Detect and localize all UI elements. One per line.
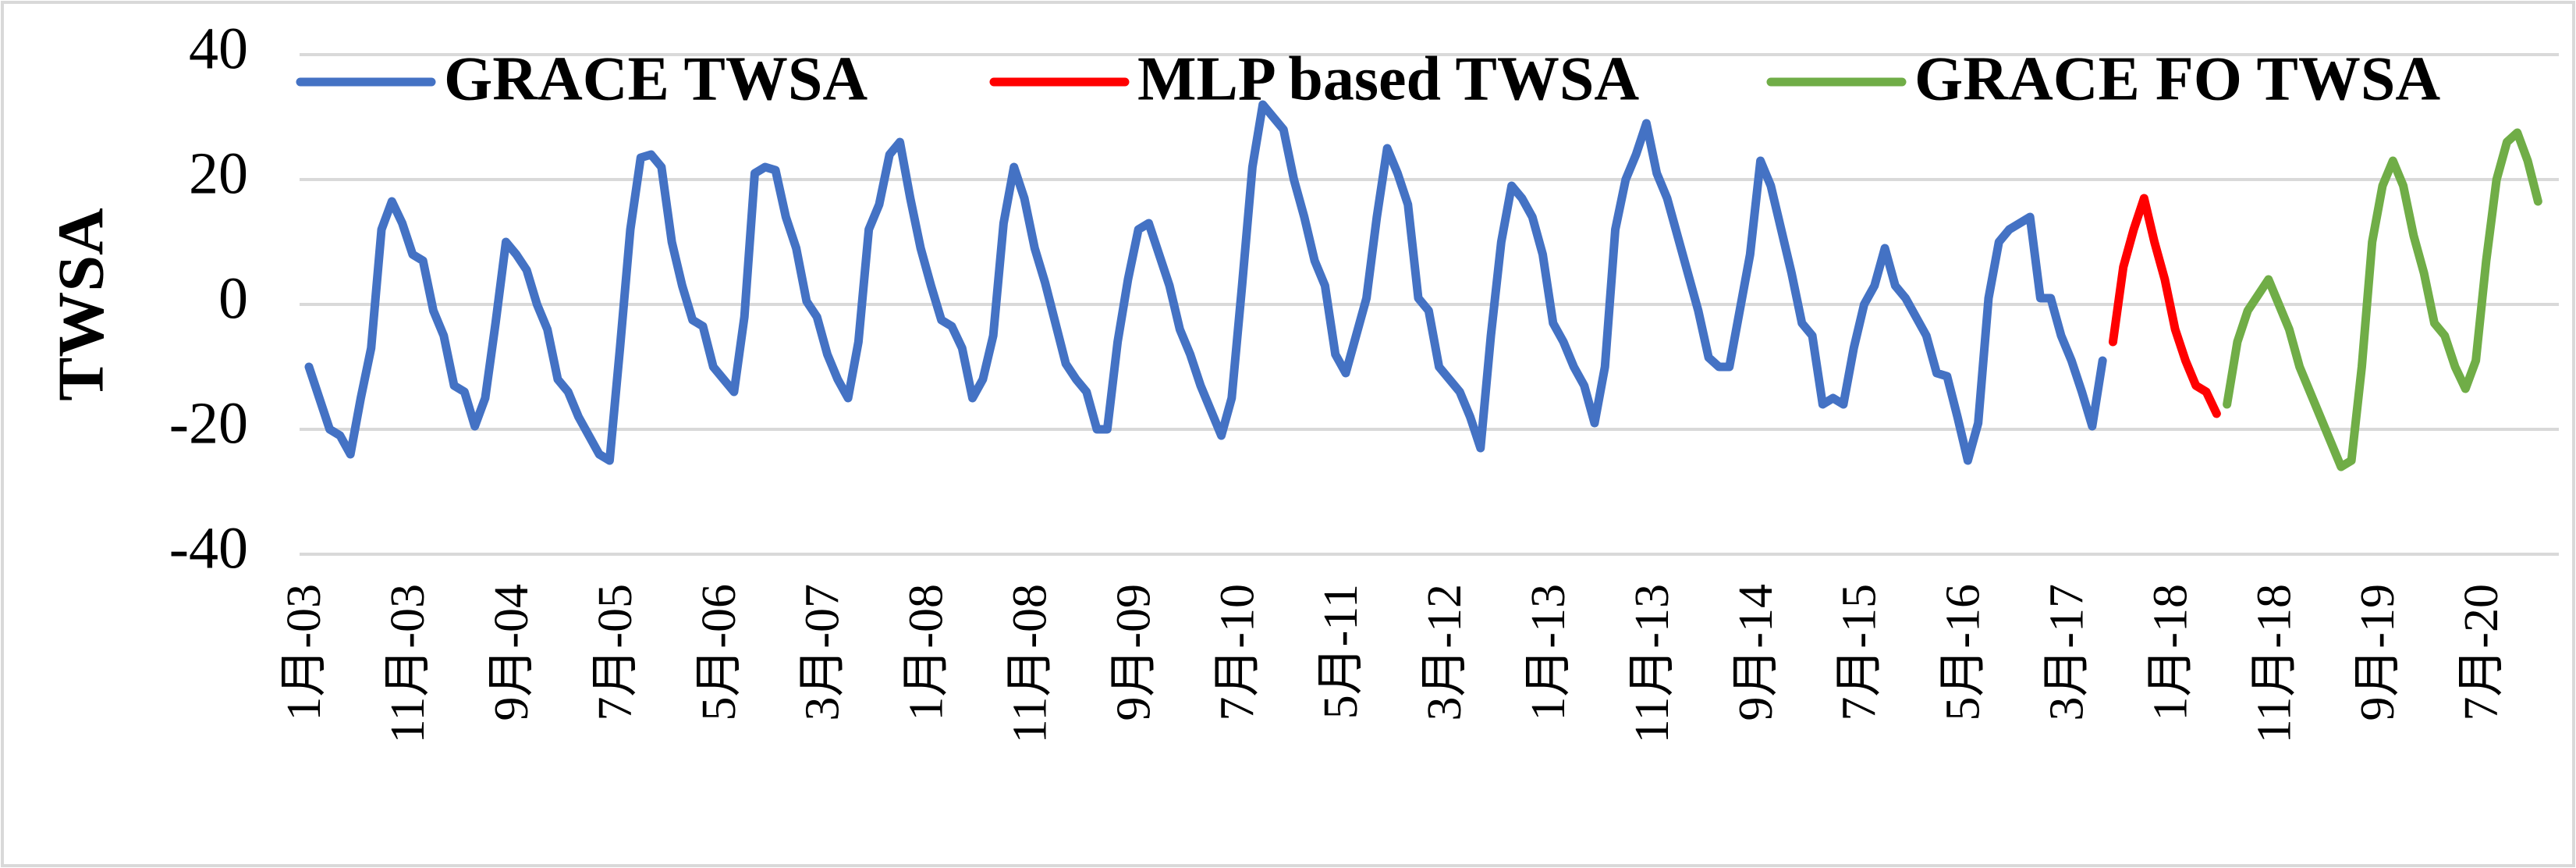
y-tick-label: 0 [218,265,248,331]
x-tick-label: 3月-17 [2041,584,2094,721]
legend-label: GRACE FO TWSA [1914,44,2440,113]
legend-item: GRACE FO TWSA [1766,44,2440,113]
x-tick-label: 7月-05 [589,584,642,721]
x-tick-label: 11月-03 [381,584,435,743]
y-tick-label: -40 [169,515,248,581]
x-tick-label: 5月-11 [1315,584,1368,719]
x-tick-label: 1月-08 [900,584,953,721]
x-tick-label: 5月-06 [693,584,746,721]
x-tick-label: 3月-12 [1418,584,1471,721]
y-tick-label: -20 [169,390,248,456]
x-tick-label: 1月-13 [1522,584,1575,721]
x-tick-label: 7月-20 [2455,584,2508,721]
series-line [2108,194,2221,418]
legend-label: GRACE TWSA [444,44,868,113]
x-tick-label: 9月-04 [485,584,538,721]
x-tick-label: 11月-18 [2248,584,2301,743]
series-line [2223,128,2542,471]
x-tick-label: 1月-18 [2144,584,2197,721]
x-tick-label: 3月-07 [797,584,850,721]
x-tick-label: 7月-15 [1833,584,1886,721]
y-tick-label: 20 [189,141,248,206]
x-tick-label: 11月-13 [1626,584,1679,743]
x-tick-label: 9月-14 [1730,584,1783,721]
series-line [304,100,2107,465]
legend-label: MLP based TWSA [1137,44,1639,113]
y-axis-title: TWSA [44,208,117,401]
legend-item: MLP based TWSA [989,44,1639,113]
x-tick-label: 9月-09 [1107,584,1160,721]
y-tick-label: 40 [189,16,248,81]
x-tick-label: 9月-19 [2351,584,2404,721]
x-tick-label: 7月-10 [1211,584,1264,721]
legend-item: GRACE TWSA [296,44,868,113]
x-tick-label: 11月-08 [1004,584,1057,743]
x-tick-label: 5月-16 [1937,584,1990,721]
x-tick-label: 1月-03 [278,584,331,721]
